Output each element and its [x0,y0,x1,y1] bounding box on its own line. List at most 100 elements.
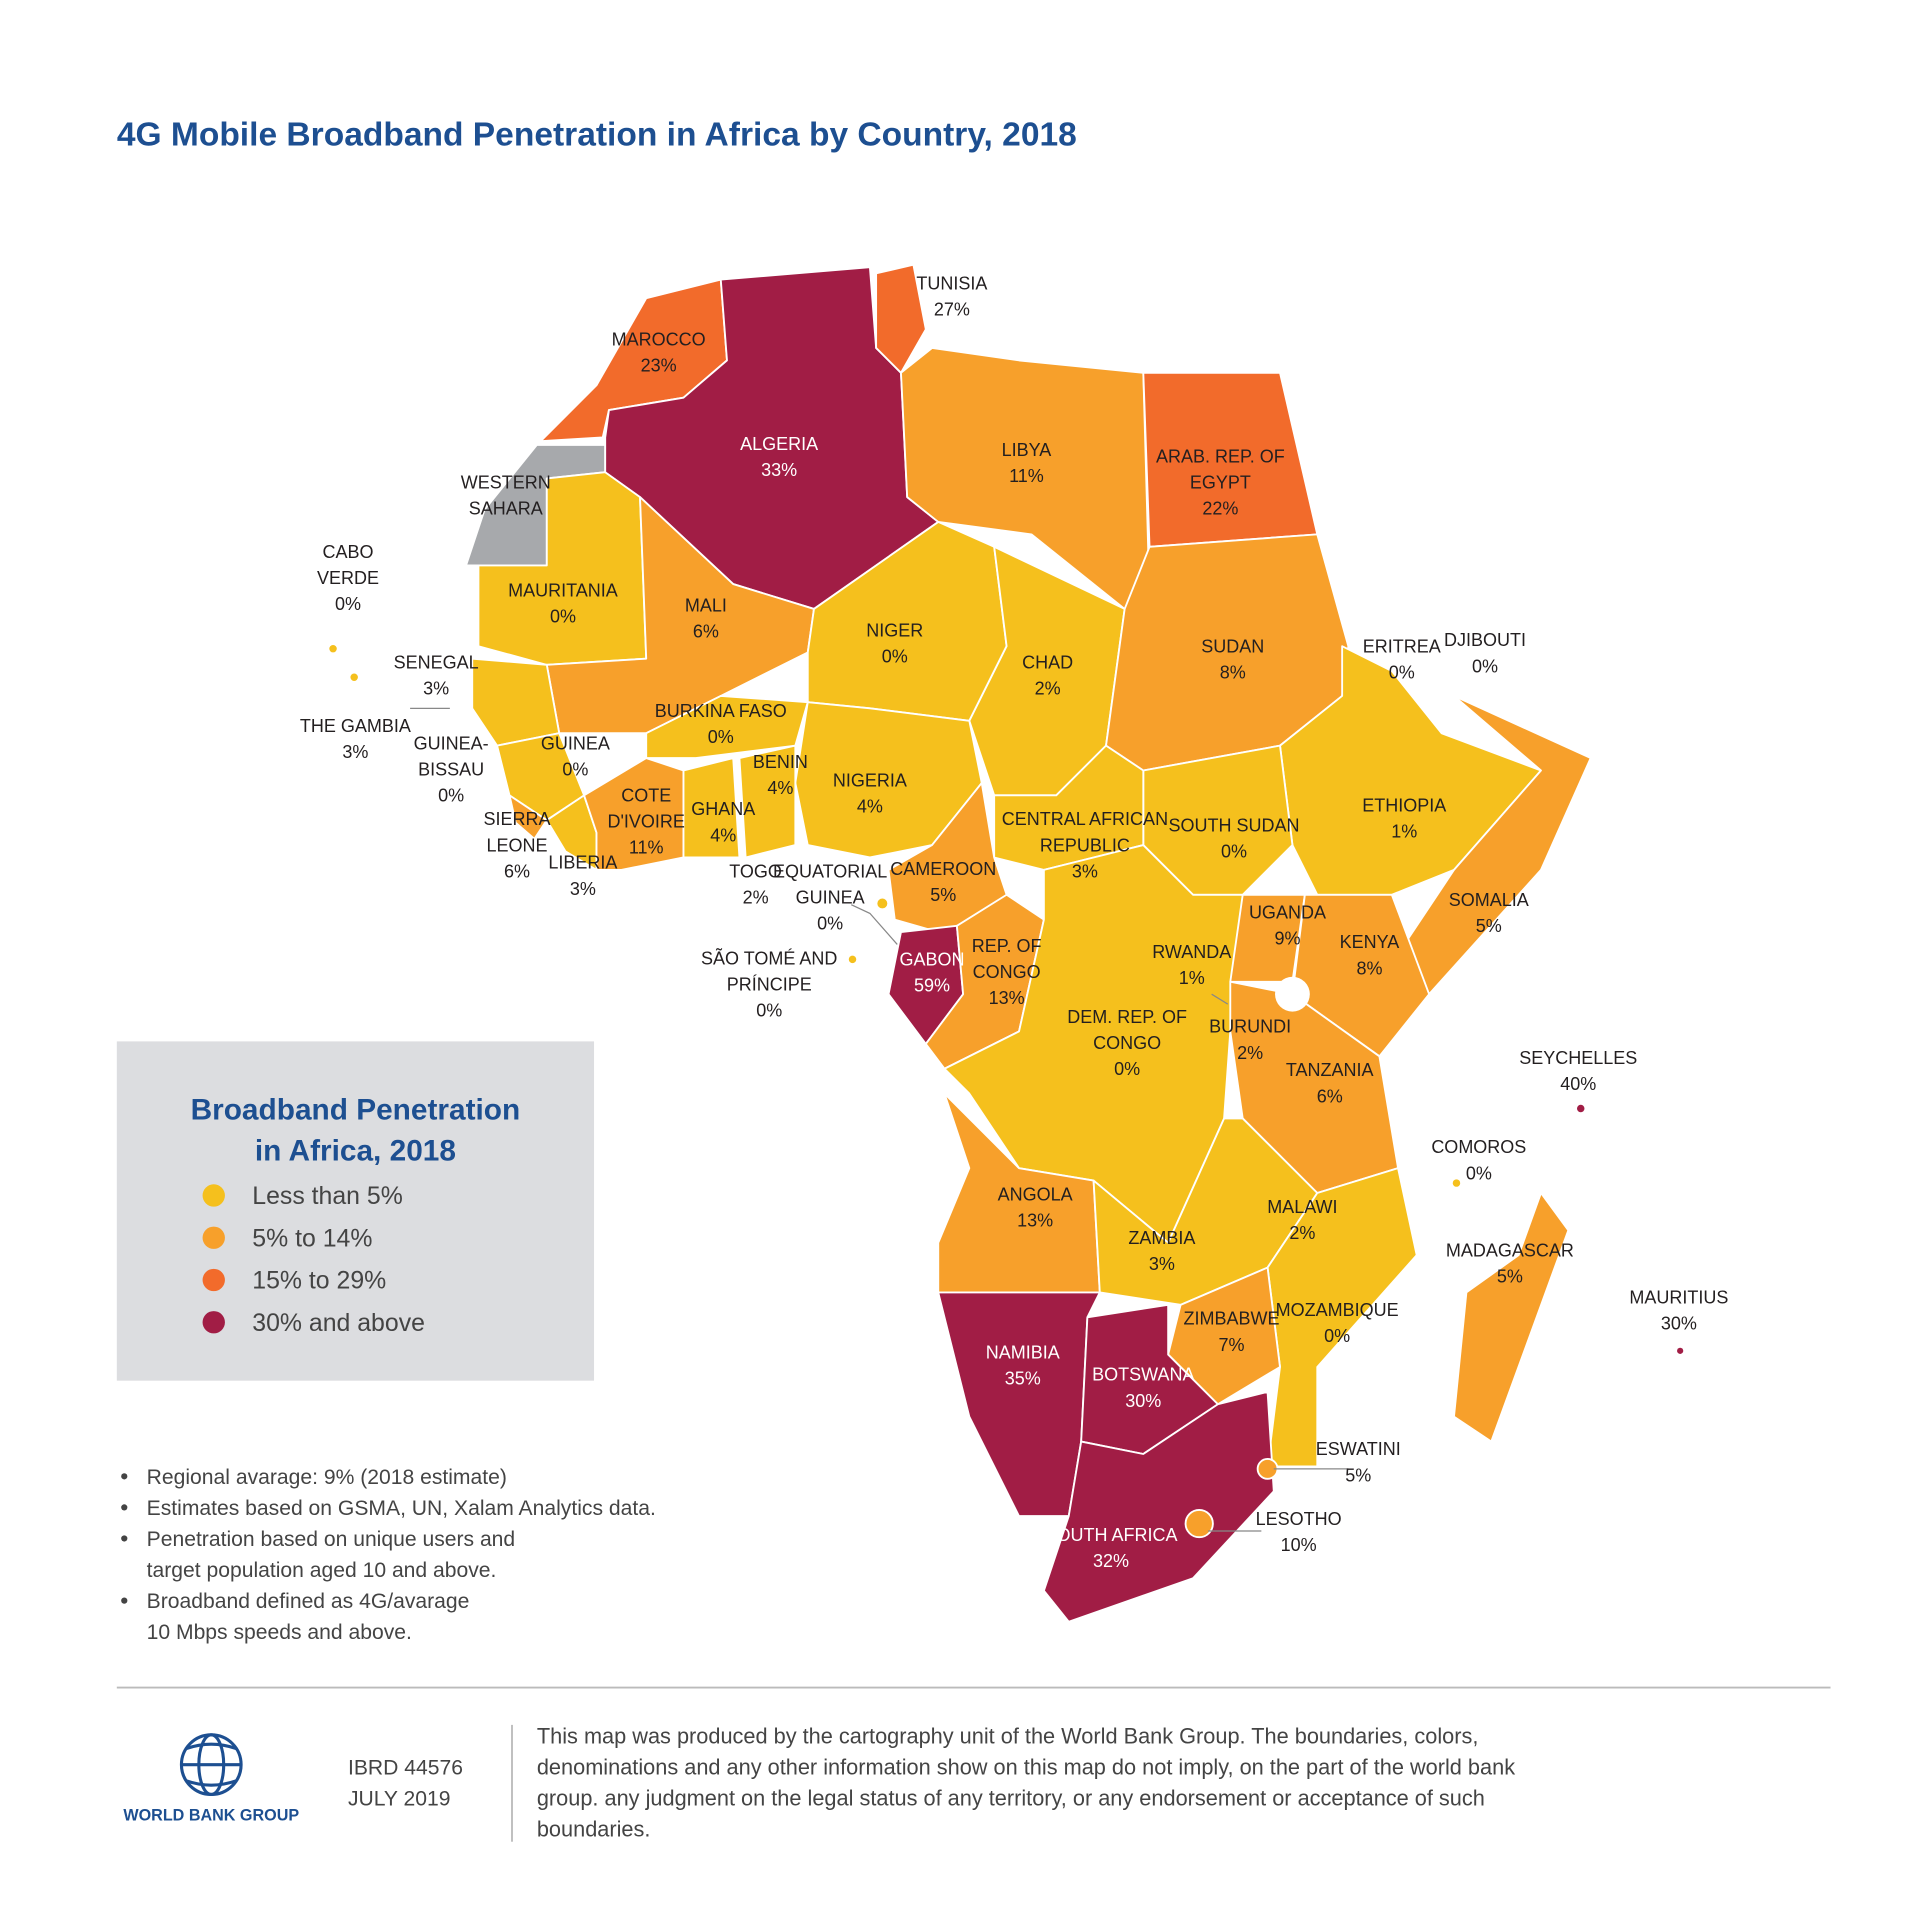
country-value: 7% [1219,1335,1245,1355]
country-name: GUINEA [541,733,610,753]
country-name: REPUBLIC [1040,835,1130,855]
country-name: LEONE [486,835,547,855]
country-name: KENYA [1340,932,1400,952]
country-name: SOUTH SUDAN [1169,815,1300,835]
country-shape [508,794,548,840]
country-value: 5% [1345,1465,1371,1485]
legend-box [116,1041,595,1381]
note-bullet [121,1535,128,1542]
country-value: 27% [934,300,970,320]
country-name: SÃO TOMÉ AND [701,947,837,968]
country-name: SENEGAL [394,653,479,673]
country-value: 8% [1356,958,1382,978]
country-value: 0% [1466,1163,1492,1183]
note-text: Regional avarage: 9% (2018 estimate) [147,1466,507,1489]
lake [1275,976,1310,1012]
island [1452,1179,1461,1187]
country-name: MALAWI [1267,1197,1337,1217]
leader-line [1211,993,1229,1005]
country-name: NAMIBIA [986,1342,1060,1362]
note-text: Estimates based on GSMA, UN, Xalam Analy… [147,1497,656,1520]
country-name: LESOTHO [1256,1509,1342,1529]
disclaimer-line: boundaries. [537,1817,651,1842]
country-value: 1% [1391,822,1417,842]
island [1677,1347,1684,1354]
country-value: 2% [1035,679,1061,699]
note-bullet [121,1597,128,1604]
country-value: 2% [743,887,769,907]
country-name: LIBERIA [548,853,617,873]
country-name: ESWATINI [1316,1439,1401,1459]
country-name: ARAB. REP. OF [1156,446,1285,466]
country-value: 0% [562,759,588,779]
legend-label: Less than 5% [252,1183,403,1210]
country-name: GUINEA [796,887,865,907]
country-name: BOTSWANA [1092,1365,1194,1385]
country-value: 0% [882,646,908,666]
country-value: 23% [641,356,677,376]
country-name: NIGERIA [833,771,907,791]
country-value: 3% [1072,861,1098,881]
map-code: IBRD 44576 [348,1757,463,1780]
country-value: 4% [710,825,736,845]
country-name: D'IVOIRE [607,812,684,832]
legend-title: Broadband Penetration [191,1094,521,1127]
country-name: TUNISIA [916,274,987,294]
country-shape [1167,1266,1281,1406]
island [350,673,358,682]
leader-line [850,904,898,945]
country-name: GUINEA- [414,733,489,753]
country-value: 0% [1114,1059,1140,1079]
island [877,898,888,909]
country-value: 0% [438,786,464,806]
country-name: SAHARA [469,498,543,518]
country-name: MADAGASCAR [1446,1240,1574,1260]
logo-text: WORLD BANK GROUP [123,1807,299,1825]
country-name: EQUATORIAL [773,861,887,881]
note-bullet [121,1504,128,1511]
note-text: Broadband defined as 4G/avarage [147,1590,470,1613]
island [329,644,337,653]
country-value: 11% [1009,466,1044,486]
country-name: CONGO [1093,1033,1161,1053]
country-name: MAURITIUS [1629,1288,1728,1308]
country-value: 5% [930,885,956,905]
country-value: 1% [1179,968,1205,988]
country-value: 0% [1221,841,1247,861]
country-value: 0% [817,914,843,934]
note-text: target population aged 10 and above. [147,1559,497,1582]
country-value: 35% [1005,1368,1041,1388]
country-value: 0% [1324,1326,1350,1346]
country-value: 3% [423,679,449,699]
country-value: 2% [1237,1043,1263,1063]
country-name: ANGOLA [998,1184,1073,1204]
country-name: COMOROS [1431,1137,1526,1157]
country-name: CHAD [1022,653,1073,673]
country-name: COTE [621,786,671,806]
country-value: 0% [756,1001,782,1021]
legend-label: 15% to 29% [252,1268,386,1295]
country-value: 0% [550,607,576,627]
country-shape [1042,1390,1275,1623]
legend-title: in Africa, 2018 [255,1135,456,1168]
country-value: 0% [708,727,734,747]
country-shape [738,744,797,859]
country-value: 59% [914,976,950,996]
country-value: 2% [1289,1223,1315,1243]
country-name: GABON [900,950,965,970]
country-value: 33% [761,460,797,480]
country-value: 6% [693,622,719,642]
country-name: DEM. REP. OF [1067,1007,1187,1027]
country-shape [682,757,741,859]
note-text: 10 Mbps speeds and above. [147,1621,412,1644]
country-name: GHANA [691,799,755,819]
country-name: BENIN [753,752,808,772]
country-name: RWANDA [1152,942,1231,962]
country-name: TOGO [729,861,782,881]
country-name: CABO [322,542,373,562]
country-name: NIGER [866,620,923,640]
country-name: BURKINA FASO [655,701,787,721]
country-shape [875,263,927,374]
disclaimer-line: group. any judgment on the legal status … [537,1786,1485,1811]
